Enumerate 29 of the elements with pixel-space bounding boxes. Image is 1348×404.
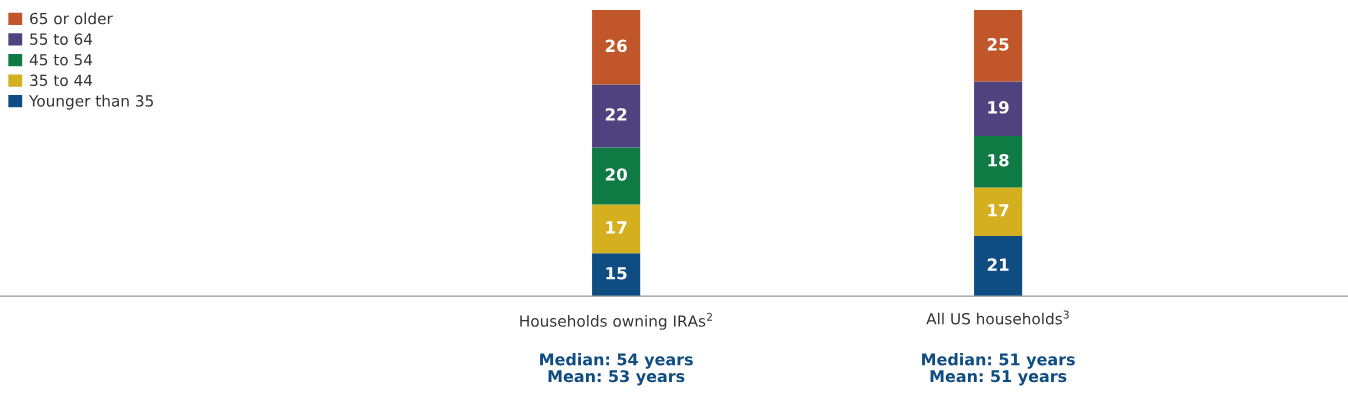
bar xyxy=(974,135,1023,188)
bar xyxy=(974,187,1023,237)
data-label: 17 xyxy=(988,204,1009,217)
data-label: 21 xyxy=(987,258,1009,271)
data-label: 26 xyxy=(605,39,627,53)
legend-label: 45 to 54 xyxy=(29,54,93,66)
bar xyxy=(592,147,641,205)
bar xyxy=(592,204,641,254)
legend-label: 65 or older xyxy=(30,12,113,25)
data-label: 25 xyxy=(987,38,1009,51)
x-tick-label: All US households$^{3}$ xyxy=(926,310,1069,325)
bar xyxy=(592,253,641,297)
text: Median: 51 years Mean: 51 years xyxy=(922,353,1075,386)
bar xyxy=(974,236,1023,297)
data-label: 18 xyxy=(988,153,1009,167)
bar xyxy=(592,84,641,148)
data-label: 20 xyxy=(605,168,627,181)
bar xyxy=(974,10,1023,82)
text: Median: 54 years Mean: 53 years xyxy=(540,353,693,386)
data-label: 19 xyxy=(988,101,1009,114)
data-label: 15 xyxy=(606,267,627,280)
bar xyxy=(974,81,1023,136)
bar xyxy=(592,10,641,85)
legend-label: Younger than 35 xyxy=(29,94,153,110)
legend-label: 55 to 64 xyxy=(30,33,93,45)
x-tick-label: Households owning IRAs$^{2}$ xyxy=(520,312,712,330)
data-label: 17 xyxy=(606,221,627,234)
legend-label: 35 to 44 xyxy=(30,74,93,87)
data-label: 22 xyxy=(605,108,627,121)
